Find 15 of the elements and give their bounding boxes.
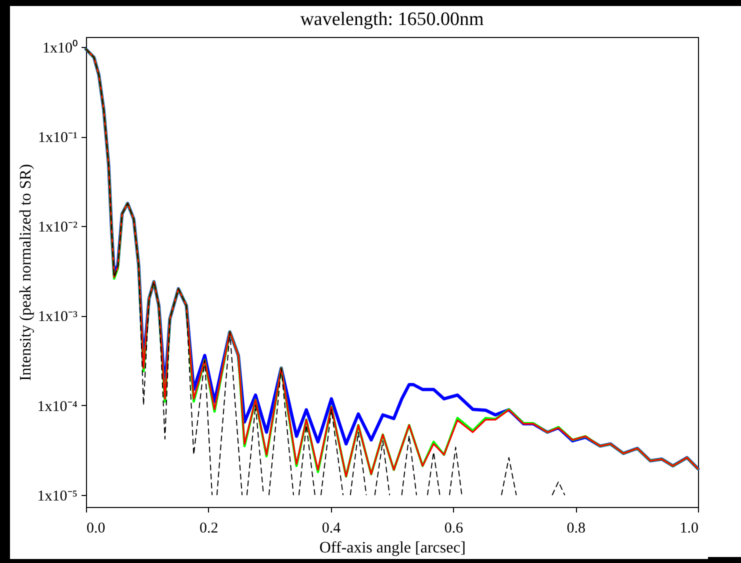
y-tick-label: 1x10⁰	[42, 40, 78, 57]
x-tick-label: 0.2	[200, 520, 218, 536]
y-tick-label: 1x10⁻⁴	[37, 398, 78, 415]
y-axis-title: Intensity (peak normalized to SR)	[17, 164, 34, 381]
y-tick-label: 1x10⁻²	[38, 220, 78, 236]
x-tick-label: 0.0	[86, 520, 106, 536]
y-tick-label: 1x10⁻⁵	[37, 488, 78, 504]
y-tick-label: 1x10⁻³	[38, 309, 78, 326]
x-axis-title: Off-axis angle [arcsec]	[319, 540, 466, 556]
x-tick-label: 0.6	[444, 520, 464, 536]
x-tick-label: 1.0	[680, 520, 698, 536]
chart-title: wavelength: 1650.00nm	[300, 9, 484, 30]
x-tick-label: 0.8	[566, 520, 586, 536]
y-tick-label: 1x10⁻¹	[38, 130, 78, 146]
x-tick-label: 0.4	[322, 520, 342, 536]
